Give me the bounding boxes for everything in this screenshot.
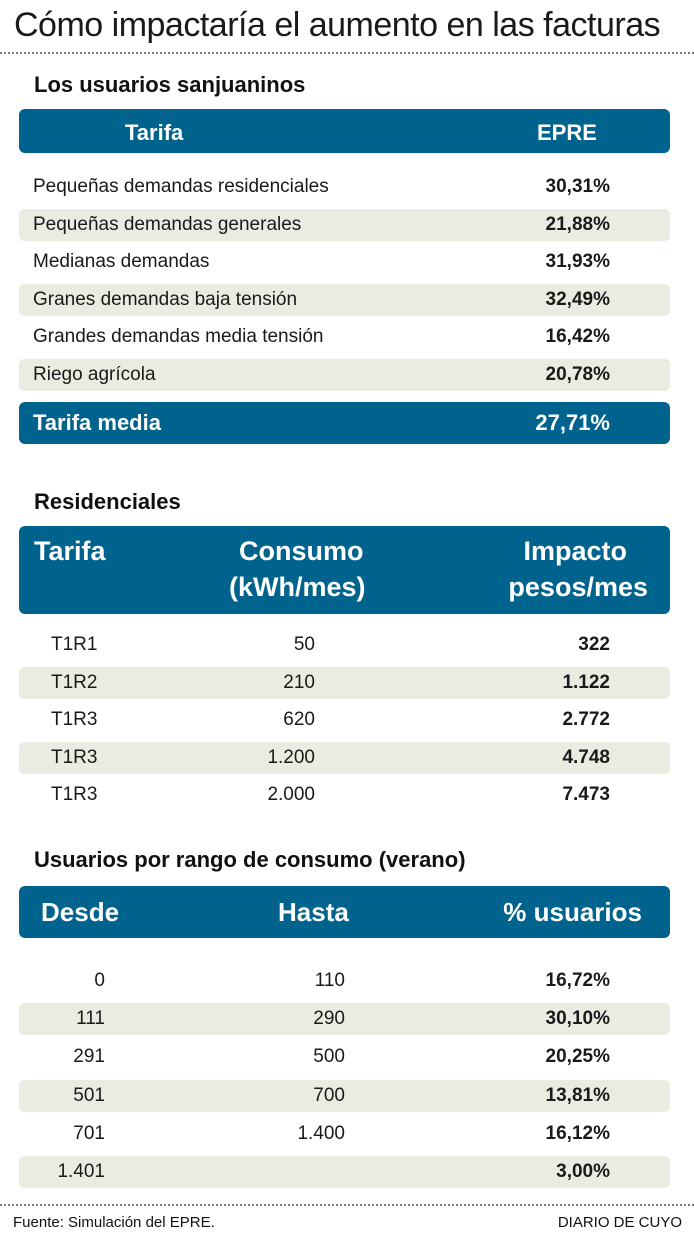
cell-consumo: 2.000 [267,784,315,805]
table-row: T1R3 620 2.772 [19,704,670,736]
cell-desde: 0 [94,970,105,991]
cell-tarifa-label: Grandes demandas media tensión [33,326,324,348]
table-row: 1.401 3,00% [19,1156,670,1188]
header-hasta: Hasta [278,897,349,927]
publisher-credit: DIARIO DE CUYO [557,1214,682,1231]
cell-hasta: 500 [313,1046,345,1068]
cell-usuarios: 3,00% [556,1161,610,1182]
table-row: Medianas demandas 31,93% [19,246,670,278]
table-row: 0 110 16,72% [19,965,670,997]
cell-epre-value: 21,88% [545,213,610,235]
cell-usuarios: 30,10% [545,1008,610,1030]
header-impacto-1: Impacto [523,536,627,566]
cell-tarifa-label: Medianas demandas [33,251,210,273]
section-title-residenciales: Residenciales [34,489,181,514]
table-row: Riego agrícola 20,78% [19,359,670,391]
header-consumo-2: (kWh/mes) [229,572,366,602]
cell-epre-value: 30,31% [545,176,610,197]
cell-consumo: 620 [283,709,315,730]
table-row: Grandes demandas media tensión 16,42% [19,321,670,353]
header-epre: EPRE [537,120,597,145]
cell-consumo: 1.200 [267,746,315,768]
cell-epre-value: 16,42% [545,326,610,348]
table1-header: Tarifa EPRE [19,109,670,153]
cell-tarifa-label: Pequeñas demandas generales [33,213,302,235]
table-row: T1R1 50 322 [19,629,670,661]
cell-impacto: 2.772 [562,709,610,730]
cell-epre-value: 31,93% [545,251,610,273]
cell-consumo: 210 [283,671,315,693]
table-row: 501 700 13,81% [19,1079,670,1112]
cell-hasta: 110 [314,970,345,991]
table3-header: Desde Hasta % usuarios [19,886,670,938]
header-impacto-2: pesos/mes [508,572,648,602]
tarifa-media-row: Tarifa media 27,71% [19,402,670,444]
cell-hasta: 290 [313,1008,345,1030]
cell-impacto: 7.473 [562,784,610,805]
footer-divider [0,1204,694,1206]
section-title-rango: Usuarios por rango de consumo (verano) [34,847,466,872]
table-row: Pequeñas demandas residenciales 30,31% [19,171,670,203]
table-row: 111 290 30,10% [19,1003,670,1036]
title-divider [0,52,694,54]
cell-tarifa: T1R3 [51,746,98,768]
table2-header: Tarifa Consumo (kWh/mes) Impacto pesos/m… [19,526,670,614]
cell-impacto: 1.122 [562,671,610,693]
header-desde: Desde [41,897,120,927]
cell-usuarios: 20,25% [545,1046,610,1068]
table-row: Pequeñas demandas generales 21,88% [19,208,670,241]
cell-epre-value: 32,49% [545,288,610,310]
cell-desde: 701 [73,1122,105,1144]
table-row: T1R3 1.200 4.748 [19,741,670,774]
source-note: Fuente: Simulación del EPRE. [13,1214,215,1231]
cell-hasta: 1.400 [297,1122,345,1144]
cell-hasta: 700 [313,1084,345,1106]
cell-tarifa-label: Pequeñas demandas residenciales [33,176,329,197]
header-usuarios: % usuarios [503,897,642,927]
cell-desde: 111 [76,1008,105,1030]
header-consumo-1: Consumo [239,536,364,566]
header-tarifa: Tarifa [34,536,106,566]
cell-epre-value: 20,78% [545,364,610,385]
cell-impacto: 322 [578,634,610,655]
table-row: 701 1.400 16,12% [19,1118,670,1150]
table-row: T1R3 2.000 7.473 [19,779,670,811]
cell-usuarios: 16,72% [545,970,610,991]
section-title-usuarios: Los usuarios sanjuaninos [34,72,306,97]
table-row: 291 500 20,25% [19,1041,670,1073]
cell-tarifa: T1R3 [51,709,98,730]
cell-desde: 1.401 [57,1161,105,1182]
table-row: T1R2 210 1.122 [19,666,670,699]
cell-impacto: 4.748 [562,746,610,768]
cell-tarifa: T1R3 [51,784,98,805]
tarifa-media-value: 27,71% [535,410,610,435]
cell-tarifa: T1R1 [51,634,98,655]
cell-tarifa-label: Riego agrícola [33,364,156,385]
cell-usuarios: 16,12% [545,1122,610,1144]
cell-desde: 291 [73,1046,105,1068]
table-row: Granes demandas baja tensión 32,49% [19,283,670,316]
cell-desde: 501 [73,1084,105,1106]
cell-tarifa: T1R2 [51,671,98,693]
cell-usuarios: 13,81% [545,1084,610,1106]
tarifa-media-label: Tarifa media [33,410,161,435]
header-tarifa: Tarifa [125,120,184,145]
cell-consumo: 50 [293,634,315,655]
page-title: Cómo impactaría el aumento en las factur… [14,6,661,44]
cell-tarifa-label: Granes demandas baja tensión [33,288,298,310]
